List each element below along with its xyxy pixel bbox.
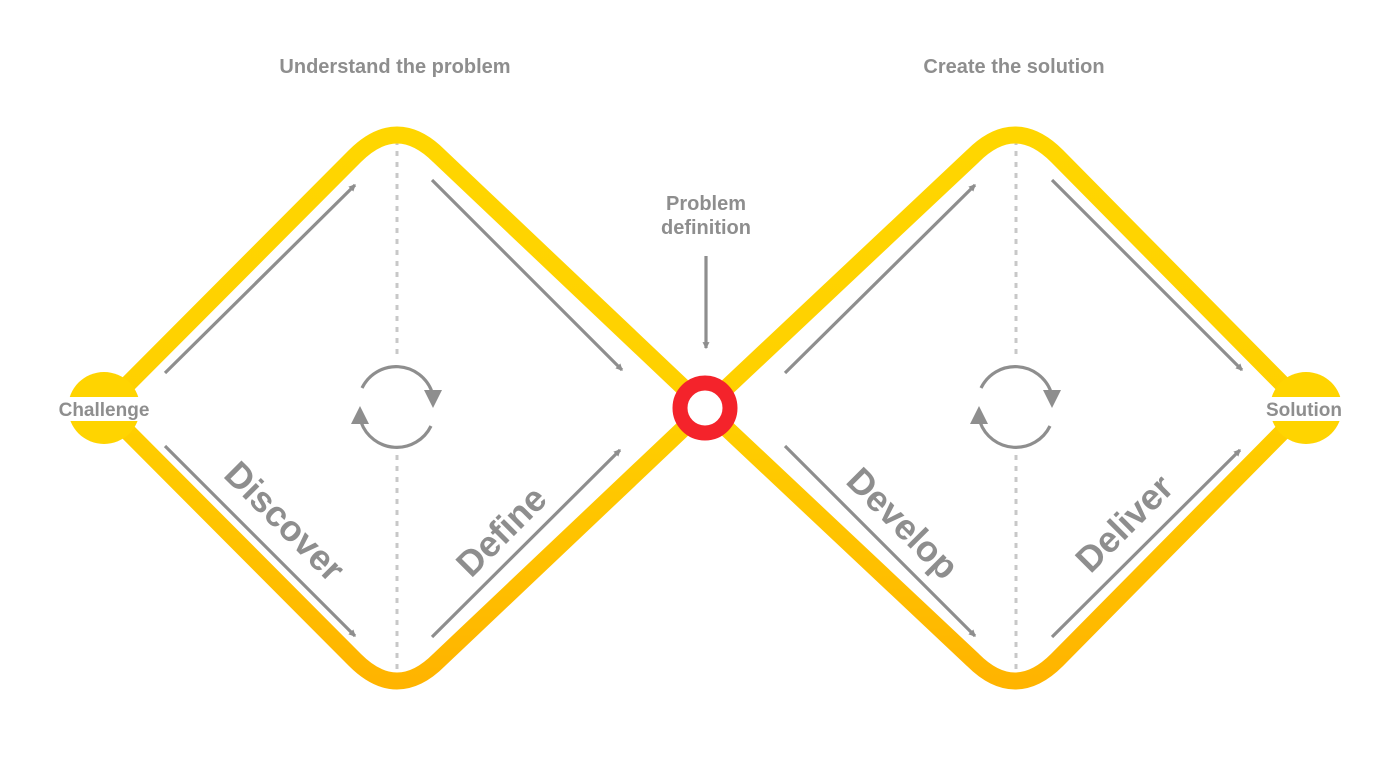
cycle-arrows-icon bbox=[970, 365, 1061, 449]
cycle-arrows-icon bbox=[351, 365, 442, 449]
ring-marker-icon bbox=[672, 375, 738, 441]
deliver-diverge-arrow-icon bbox=[1050, 448, 1242, 639]
problem-definition-label-line1: Problem bbox=[666, 193, 746, 215]
challenge-label: Challenge bbox=[59, 400, 150, 421]
heading-understand-the-problem: Understand the problem bbox=[279, 56, 510, 78]
define-diverge-arrow-icon bbox=[430, 448, 622, 639]
develop-converge-arrow-icon bbox=[783, 444, 977, 638]
phase-label-discover: Discover bbox=[217, 453, 354, 590]
define-converge-arrow-icon bbox=[430, 178, 624, 372]
discover-diverge-arrow-icon bbox=[163, 183, 357, 375]
right-diamond-outline bbox=[696, 126, 1315, 690]
deliver-converge-arrow-icon bbox=[1050, 178, 1244, 372]
problem-definition-label-line2: definition bbox=[661, 217, 751, 239]
solution-label: Solution bbox=[1266, 400, 1342, 421]
discover-converge-arrow-icon bbox=[163, 444, 357, 638]
heading-create-the-solution: Create the solution bbox=[923, 56, 1104, 78]
left-diamond-outline bbox=[95, 126, 714, 690]
develop-diverge-arrow-icon bbox=[783, 183, 977, 375]
challenge-endpoint: Challenge bbox=[50, 372, 158, 444]
solution-endpoint: Solution bbox=[1256, 372, 1350, 444]
phase-label-develop: Develop bbox=[839, 459, 967, 587]
